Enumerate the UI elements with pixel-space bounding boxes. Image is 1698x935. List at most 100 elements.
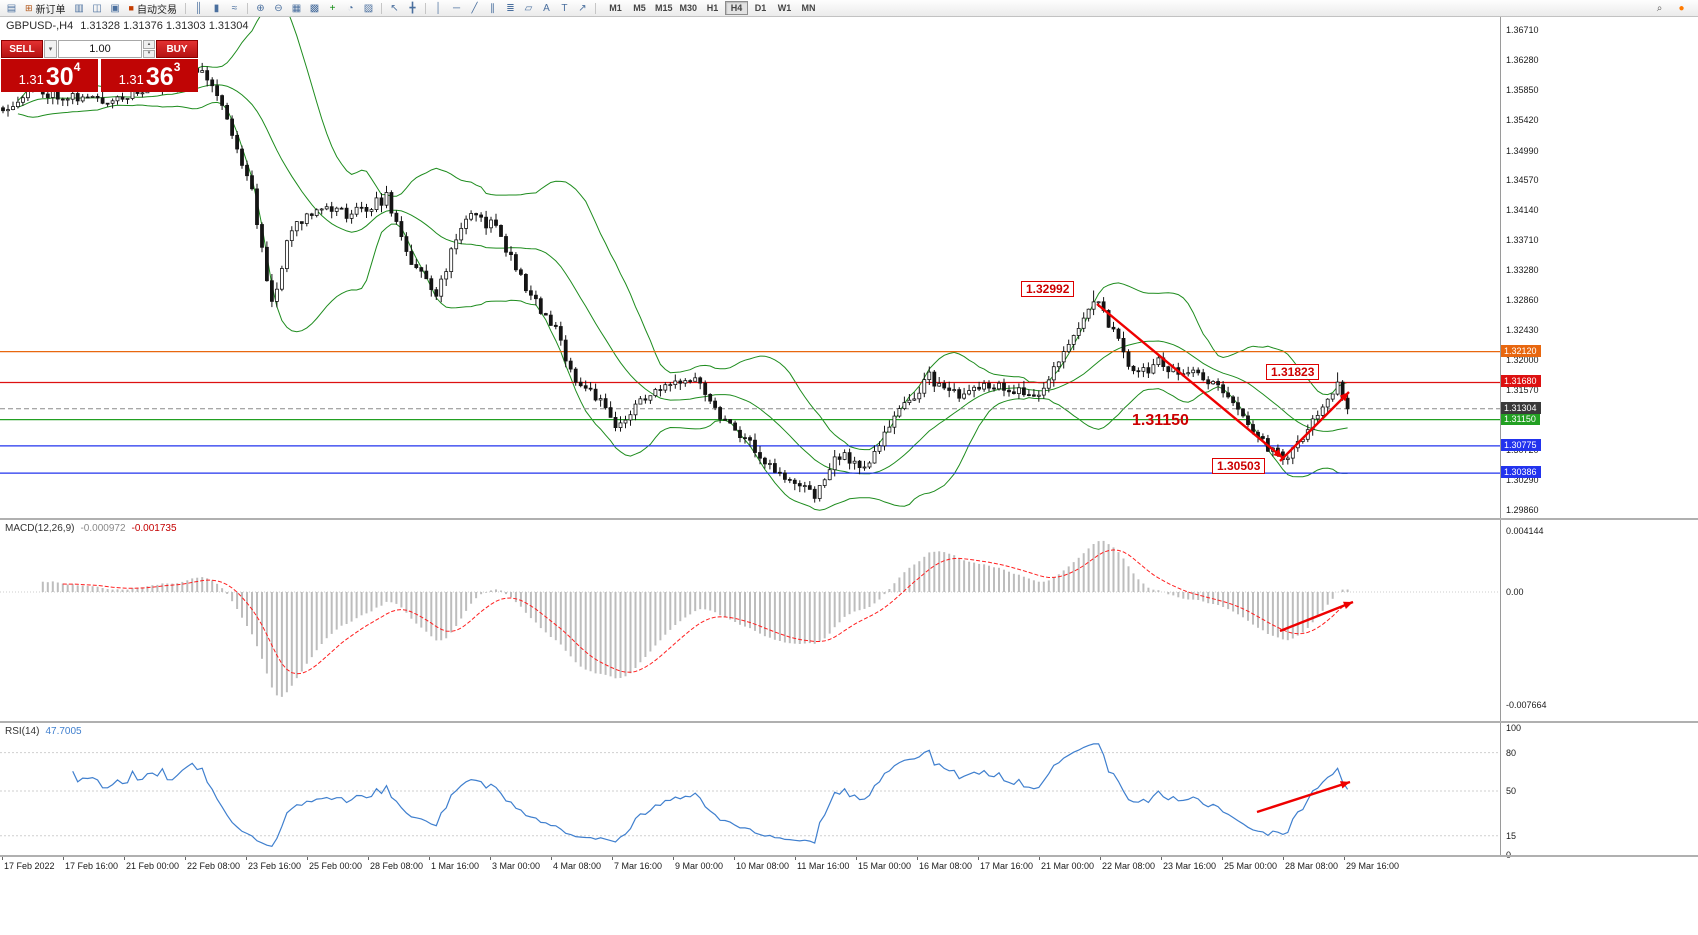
rsi-axis-label: 50: [1506, 786, 1517, 796]
rsi-canvas[interactable]: [0, 723, 1500, 855]
crosshair-icon[interactable]: ╋: [404, 1, 421, 16]
time-axis-label: 22 Mar 08:00: [1102, 861, 1156, 871]
time-axis-tick: [2, 857, 3, 860]
macd-panel[interactable]: MACD(12,26,9) -0.000972 -0.001735: [0, 520, 1500, 721]
rsi-panel[interactable]: RSI(14) 47.7005: [0, 723, 1500, 855]
time-axis-tick: [429, 857, 430, 860]
panel-splitter[interactable]: [0, 721, 1698, 723]
time-axis-tick: [368, 857, 369, 860]
rsi-axis-label: 80: [1506, 748, 1517, 758]
timeframe-m30[interactable]: M30: [679, 3, 698, 13]
time-axis[interactable]: 17 Feb 2022 17 Feb 16:00 21 Feb 00:00 22 Fe…: [0, 857, 1698, 935]
time-axis-label: 17 Feb 2022: [4, 861, 55, 871]
volume-down-button[interactable]: ▾: [143, 49, 155, 58]
time-axis-label: 3 Mar 00:00: [492, 861, 541, 871]
panel-splitter[interactable]: [0, 855, 1698, 857]
price-axis-label: 1.34570: [1506, 175, 1539, 185]
buy-price-display[interactable]: 1.31 36 3: [101, 59, 198, 92]
one-click-trade-panel: SELL ▾ ▴ ▾ BUY 1.31 30 4 1.31 36 3: [1, 40, 198, 92]
terminal-icon[interactable]: ▣: [107, 1, 124, 16]
profiles-icon[interactable]: ◫: [89, 1, 106, 16]
chart-window-icon[interactable]: ▤: [3, 1, 20, 16]
horizontal-line-icon-glyph: ─: [452, 2, 461, 14]
timeframe-h4[interactable]: H4: [725, 1, 749, 15]
notifications-icon[interactable]: ●: [1678, 2, 1685, 14]
price-annotation[interactable]: 1.31150: [1132, 412, 1189, 429]
time-axis-tick: [917, 857, 918, 860]
line-chart-icon[interactable]: ≈: [226, 1, 243, 16]
timeframe-h1[interactable]: H1: [706, 3, 719, 13]
candlestick-chart-icon[interactable]: ▮: [208, 1, 225, 16]
price-axis[interactable]: 1.36710 1.36280 1.35850 1.35420 1.34990 1.345…: [1501, 17, 1698, 518]
fibonacci-icon[interactable]: ≣: [502, 1, 519, 16]
search-icon[interactable]: ⌕: [1656, 2, 1663, 14]
sell-button[interactable]: SELL: [1, 40, 43, 58]
cascade-windows-icon[interactable]: ▩: [306, 1, 323, 16]
new-order-button[interactable]: ⊞ 新订单: [21, 1, 70, 16]
bar-chart-icon[interactable]: ║: [190, 1, 207, 16]
macd-label: MACD(12,26,9) -0.000972 -0.001735: [5, 523, 177, 534]
sell-price-main: 30: [45, 63, 74, 91]
time-axis-tick: [185, 857, 186, 860]
timeframe-m15[interactable]: M15: [654, 3, 673, 13]
chart-window-icon-glyph: ▤: [6, 2, 17, 14]
cursor-icon[interactable]: ↖: [386, 1, 403, 16]
price-axis-label: 1.36710: [1506, 25, 1539, 35]
toolbar-separator: [424, 2, 426, 14]
cursor-icon-glyph: ↖: [390, 2, 399, 14]
trendline-icon[interactable]: ╱: [466, 1, 483, 16]
volume-input[interactable]: [58, 40, 142, 58]
time-axis-label: 21 Feb 00:00: [126, 861, 180, 871]
toolbar-right: ⌕ ●: [1651, 1, 1695, 16]
buy-button[interactable]: BUY: [156, 40, 198, 58]
shapes-icon[interactable]: ▱: [520, 1, 537, 16]
volume-up-button[interactable]: ▴: [143, 40, 155, 49]
time-axis-tick: [490, 857, 491, 860]
toolbar-separator: [246, 2, 248, 14]
sell-price-display[interactable]: 1.31 30 4: [1, 59, 98, 92]
zoom-in-icon[interactable]: ⊕: [252, 1, 269, 16]
hline-price-label: 1.32120: [1501, 345, 1541, 357]
macd-canvas[interactable]: [0, 520, 1500, 721]
charts-layout-icon[interactable]: ▥: [71, 1, 88, 16]
buy-price-big: 1.31: [118, 72, 144, 87]
tile-windows-icon[interactable]: ▦: [288, 1, 305, 16]
time-axis-label: 1 Mar 16:00: [431, 861, 480, 871]
timeframe-mn[interactable]: MN: [801, 3, 816, 13]
time-axis-label: 28 Mar 08:00: [1285, 861, 1339, 871]
timeframe-d1[interactable]: D1: [754, 3, 767, 13]
indicators-icon[interactable]: +: [324, 1, 341, 16]
volume-dropdown-button[interactable]: ▾: [44, 40, 57, 58]
periods-icon[interactable]: ◔: [342, 1, 359, 16]
price-chart-panel[interactable]: GBPUSD-,H4 1.31328 1.31376 1.31303 1.313…: [0, 0, 1500, 518]
vertical-line-icon-glyph: │: [435, 2, 442, 14]
time-axis-tick: [551, 857, 552, 860]
timeframe-m1[interactable]: M1: [609, 3, 622, 13]
price-annotation[interactable]: 1.30503: [1212, 458, 1266, 474]
timeframe-w1[interactable]: W1: [777, 3, 792, 13]
rsi-axis-label: 15: [1506, 831, 1517, 841]
templates-icon[interactable]: ▨: [360, 1, 377, 16]
rsi-axis[interactable]: 1008050150: [1501, 723, 1698, 860]
vertical-line-icon[interactable]: │: [430, 1, 447, 16]
timeframe-m5[interactable]: M5: [633, 3, 646, 13]
toolbar: ▤ ⊞ 新订单 ▥ ◫ ▣ ■ 自动交易 ║ ▮ ≈ ⊕ ⊖ ▦ ▩ + ◔ ▨ ↖ ╋ │ ─ ╱ ∥ ≣ ▱ A T ↗ M1 M5 M1…: [0, 0, 1698, 17]
horizontal-line-icon[interactable]: ─: [448, 1, 465, 16]
hline-price-label: 1.31680: [1501, 375, 1541, 387]
macd-axis[interactable]: 0.004144 0.00 -0.007664: [1501, 520, 1698, 721]
zoom-out-icon[interactable]: ⊖: [270, 1, 287, 16]
hline-price-label: 1.30775: [1501, 439, 1541, 451]
text-label-icon[interactable]: T: [556, 1, 573, 16]
autotrading-button[interactable]: ■ 自动交易: [125, 1, 181, 16]
text-icon[interactable]: A: [538, 1, 555, 16]
time-axis-tick: [246, 857, 247, 860]
equidistant-channel-icon[interactable]: ∥: [484, 1, 501, 16]
price-annotation[interactable]: 1.31823: [1266, 364, 1320, 380]
arrows-icon[interactable]: ↗: [574, 1, 591, 16]
panel-splitter[interactable]: [0, 518, 1698, 520]
toolbar-button-label: 新订单: [35, 4, 66, 16]
price-annotation[interactable]: 1.32992: [1021, 281, 1075, 297]
autotrading-glyph: ■: [128, 3, 134, 13]
main-chart-canvas[interactable]: [0, 0, 1500, 518]
